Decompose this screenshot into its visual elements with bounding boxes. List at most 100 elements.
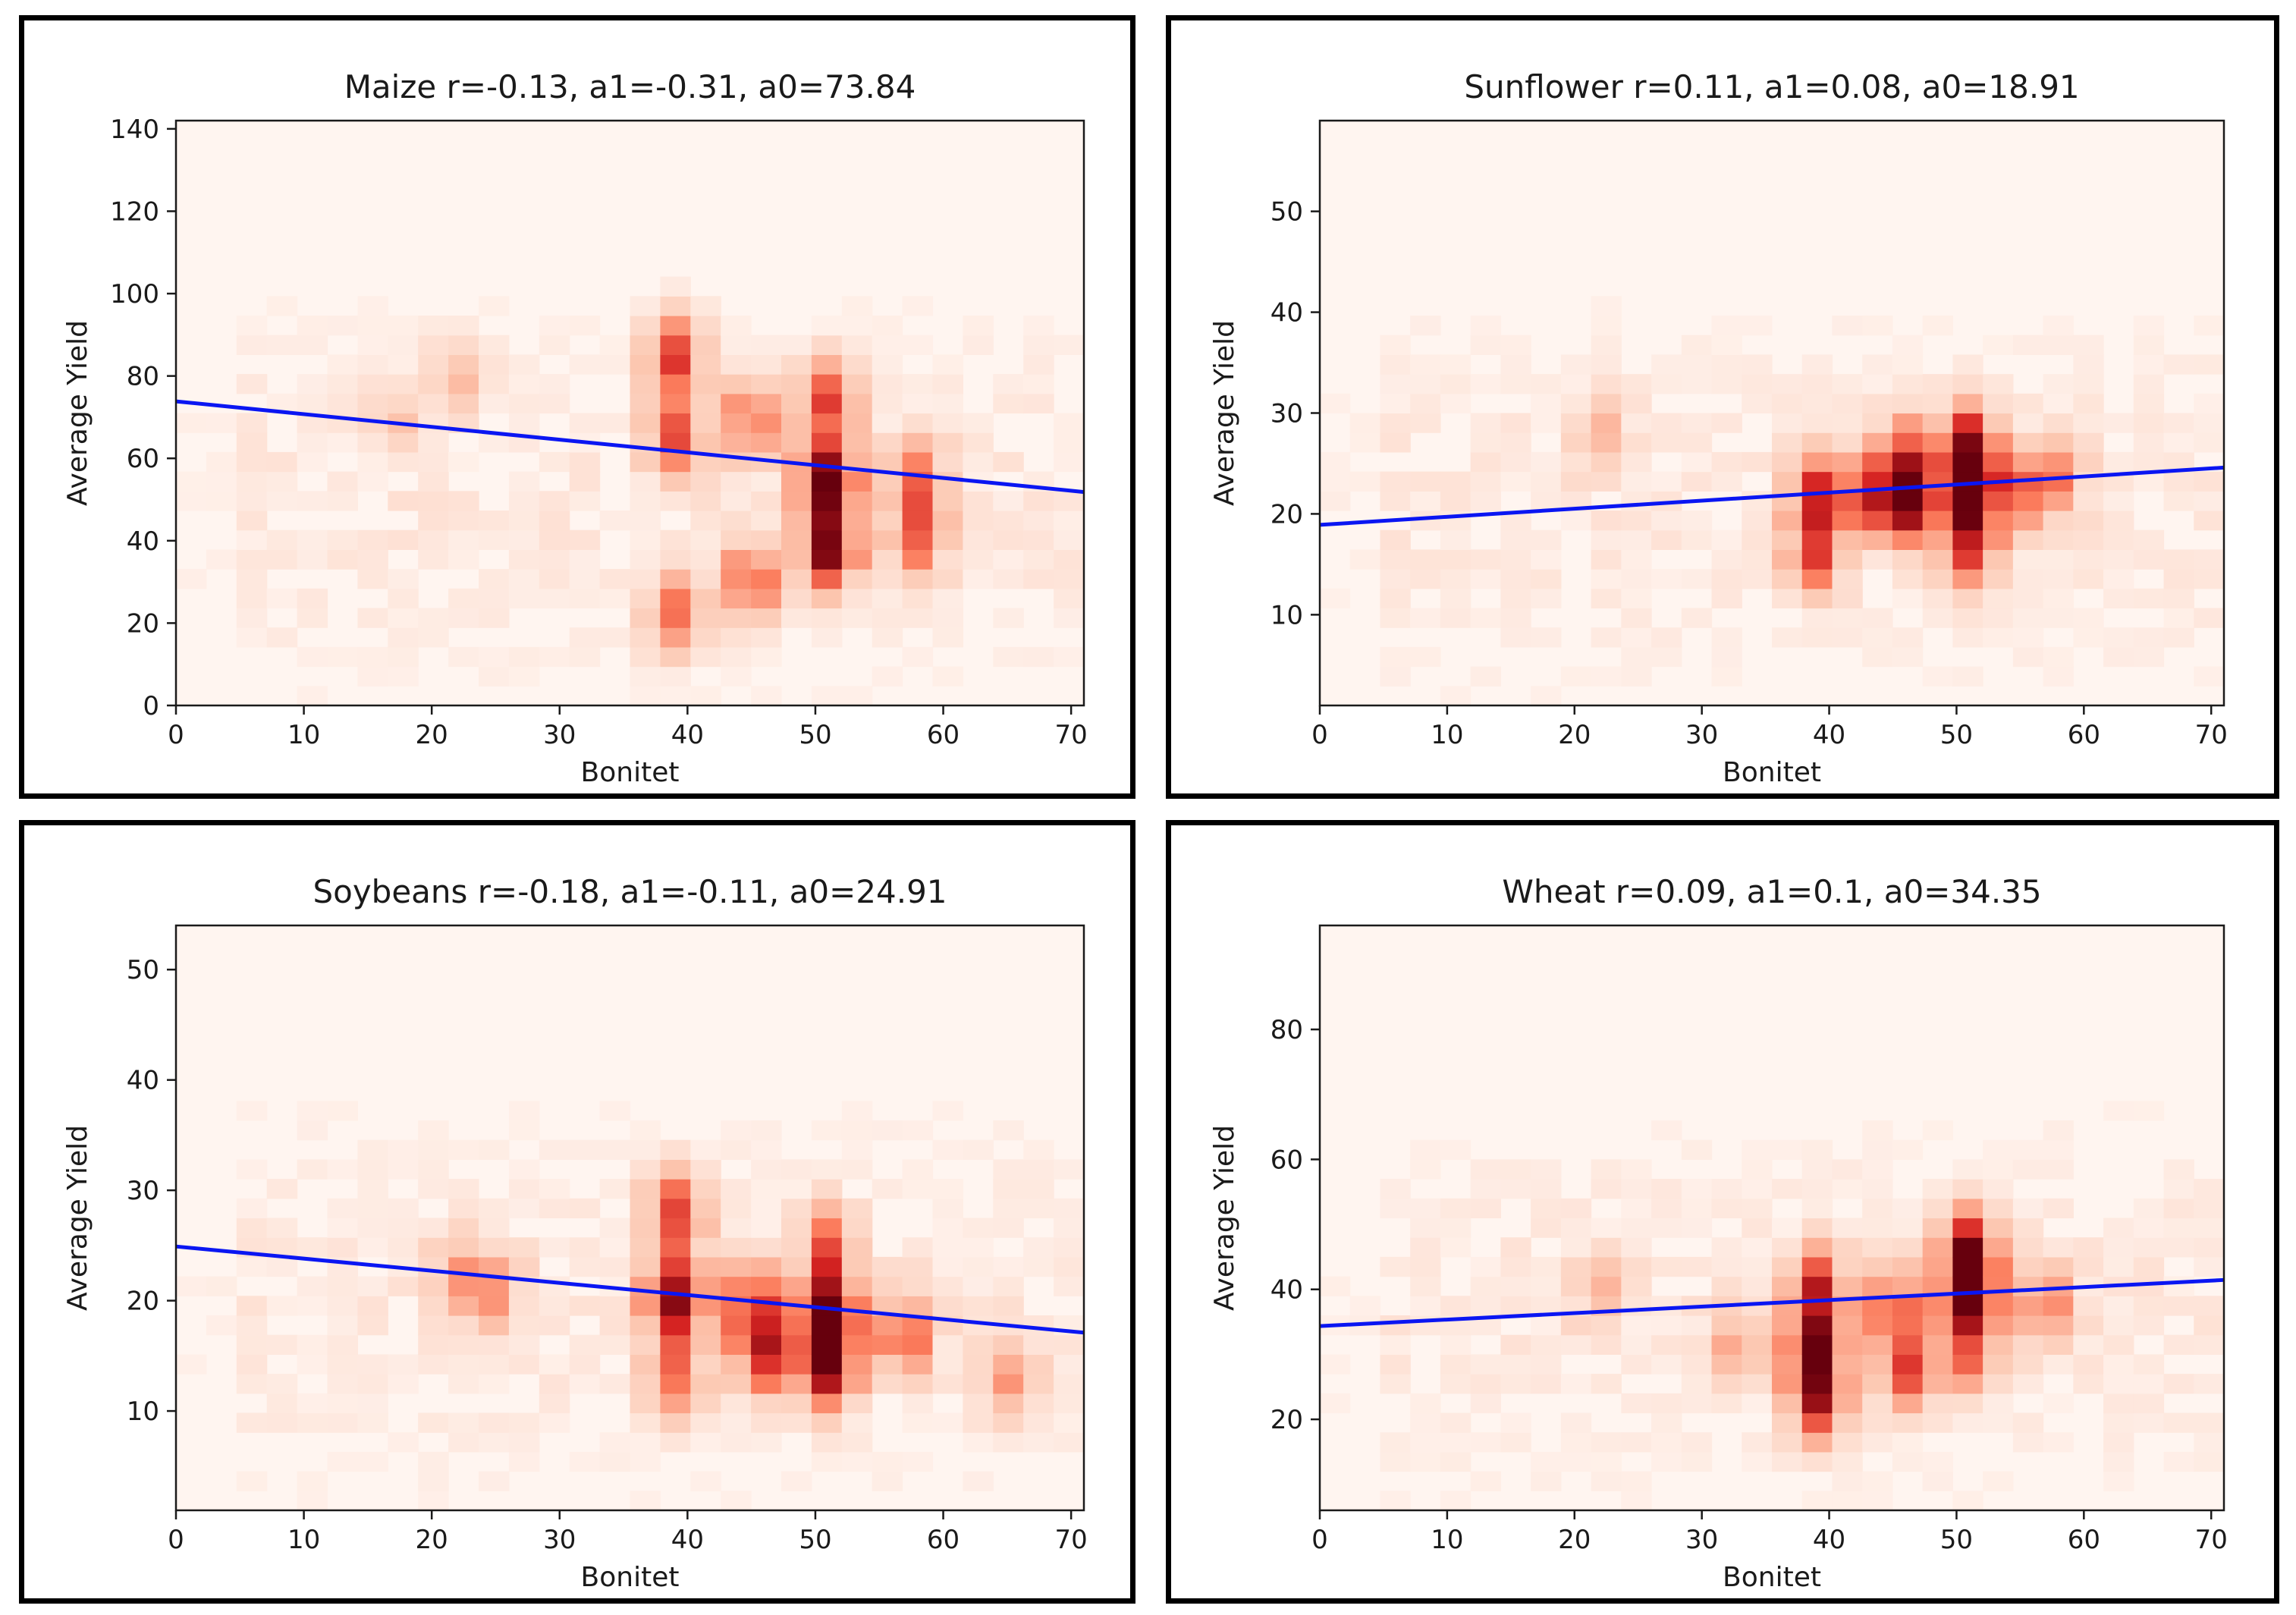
heatmap-cell xyxy=(1591,1374,1622,1394)
heatmap-cell xyxy=(1922,1471,1953,1491)
heatmap-cell xyxy=(721,1179,752,1199)
heatmap-cell xyxy=(2043,1198,2074,1219)
heatmap-cell xyxy=(327,316,358,336)
x-tick-label: 20 xyxy=(416,720,448,750)
heatmap-cell xyxy=(1440,608,1472,628)
heatmap-cell xyxy=(1892,646,1924,668)
heatmap-cell xyxy=(660,1218,691,1238)
heatmap-cell xyxy=(2012,1256,2044,1277)
heatmap-cell xyxy=(1711,627,1742,648)
heatmap-cell xyxy=(2073,432,2104,453)
heatmap-cell xyxy=(1380,335,1411,355)
heatmap-cell xyxy=(599,335,631,355)
heatmap-cell xyxy=(2012,393,2044,414)
heatmap-cell xyxy=(1922,1237,1953,1258)
heatmap-cell xyxy=(781,1218,812,1238)
heatmap-cell xyxy=(479,646,510,668)
heatmap-cell xyxy=(297,1334,328,1355)
heatmap-cell xyxy=(1470,1432,1501,1453)
heatmap-cell xyxy=(1801,549,1833,570)
heatmap-cell xyxy=(811,1374,843,1394)
heatmap-cell xyxy=(932,666,963,687)
y-tick-label: 10 xyxy=(1270,600,1303,630)
heatmap-cell xyxy=(1952,1179,1983,1199)
heatmap-cell xyxy=(418,1354,449,1375)
heatmap-cell xyxy=(388,451,419,473)
heatmap-cell xyxy=(872,374,903,394)
heatmap-cell xyxy=(1952,1237,1983,1258)
heatmap-cell xyxy=(569,354,601,375)
heatmap-cell xyxy=(2133,354,2165,375)
heatmap-cell xyxy=(1440,588,1472,609)
x-tick-label: 0 xyxy=(168,720,184,750)
heatmap-cell xyxy=(1380,471,1411,492)
heatmap-cell xyxy=(1742,1354,1773,1375)
heatmap-cell xyxy=(539,1354,570,1375)
heatmap-cell xyxy=(690,354,721,375)
heatmap-cell xyxy=(1621,374,1652,394)
heatmap-cell xyxy=(1742,393,1773,414)
heatmap-cell xyxy=(1591,316,1622,336)
heatmap-cell xyxy=(1410,316,1441,336)
heatmap-cell xyxy=(902,296,934,316)
heatmap-cell xyxy=(1892,1334,1924,1355)
heatmap-cell xyxy=(1801,1218,1833,1238)
heatmap-cell xyxy=(1952,588,1983,609)
heatmap-cell xyxy=(1440,374,1472,394)
heatmap-cell xyxy=(2103,529,2134,550)
heatmap-cell xyxy=(1772,1451,1803,1472)
heatmap-cell xyxy=(993,1374,1024,1394)
heatmap-cell xyxy=(418,1296,449,1316)
heatmap-cell xyxy=(418,529,449,550)
heatmap-cell xyxy=(630,1237,661,1258)
heatmap-cell xyxy=(1531,393,1562,414)
heatmap-cell xyxy=(2163,1451,2194,1472)
heatmap-cell xyxy=(993,1179,1024,1199)
heatmap-cell xyxy=(236,335,268,355)
heatmap-cell xyxy=(448,374,479,394)
heatmap-cell xyxy=(418,1179,449,1199)
heatmap-cell xyxy=(479,1276,510,1296)
heatmap-cell xyxy=(1500,1256,1531,1277)
heatmap-cell xyxy=(1922,569,1953,589)
heatmap-cell xyxy=(2043,1315,2074,1336)
heatmap-cell xyxy=(1651,1256,1682,1277)
heatmap-cell xyxy=(2073,549,2104,570)
heatmap-cell xyxy=(902,1451,934,1472)
heatmap-cell xyxy=(1440,1451,1472,1472)
heatmap-cell xyxy=(2103,549,2134,570)
heatmap-cell xyxy=(751,1179,782,1199)
heatmap-cell xyxy=(630,686,661,706)
heatmap-cell xyxy=(2012,529,2044,550)
heatmap-cell xyxy=(569,1198,601,1219)
heatmap-cell xyxy=(1832,316,1863,336)
heatmap-cell xyxy=(1832,1159,1863,1180)
heatmap-cell xyxy=(2012,1198,2044,1219)
heatmap-cell xyxy=(1952,1491,1983,1511)
chart-title: Sunflower r=0.11, a1=0.08, a0=18.91 xyxy=(1464,68,2079,105)
heatmap-cell xyxy=(327,1374,358,1394)
heatmap-cell xyxy=(2163,549,2194,570)
heatmap-cell xyxy=(660,335,691,355)
heatmap-cell xyxy=(327,1412,358,1433)
heatmap-cell xyxy=(932,1374,963,1394)
heatmap-cell xyxy=(1054,549,1085,570)
heatmap-cell xyxy=(2194,1412,2225,1433)
heatmap-cell xyxy=(1772,1237,1803,1258)
heatmap-cell xyxy=(963,1432,994,1453)
heatmap-cell xyxy=(2103,413,2134,433)
heatmap-cell xyxy=(1862,1139,1893,1160)
x-tick-label: 70 xyxy=(2195,720,2228,750)
heatmap-cell xyxy=(841,1393,873,1414)
heatmap-cell xyxy=(599,569,631,589)
heatmap-cell xyxy=(993,569,1024,589)
heatmap-cell xyxy=(539,1315,570,1336)
heatmap-cell xyxy=(1832,1179,1863,1199)
y-axis-label: Average Yield xyxy=(1209,1125,1240,1311)
y-tick-label: 40 xyxy=(127,1066,159,1096)
heatmap-cell xyxy=(1681,1315,1713,1336)
heatmap-cell xyxy=(388,432,419,453)
heatmap-cell xyxy=(721,1315,752,1336)
heatmap-cell xyxy=(2103,1334,2134,1355)
heatmap-cell xyxy=(1952,549,1983,570)
